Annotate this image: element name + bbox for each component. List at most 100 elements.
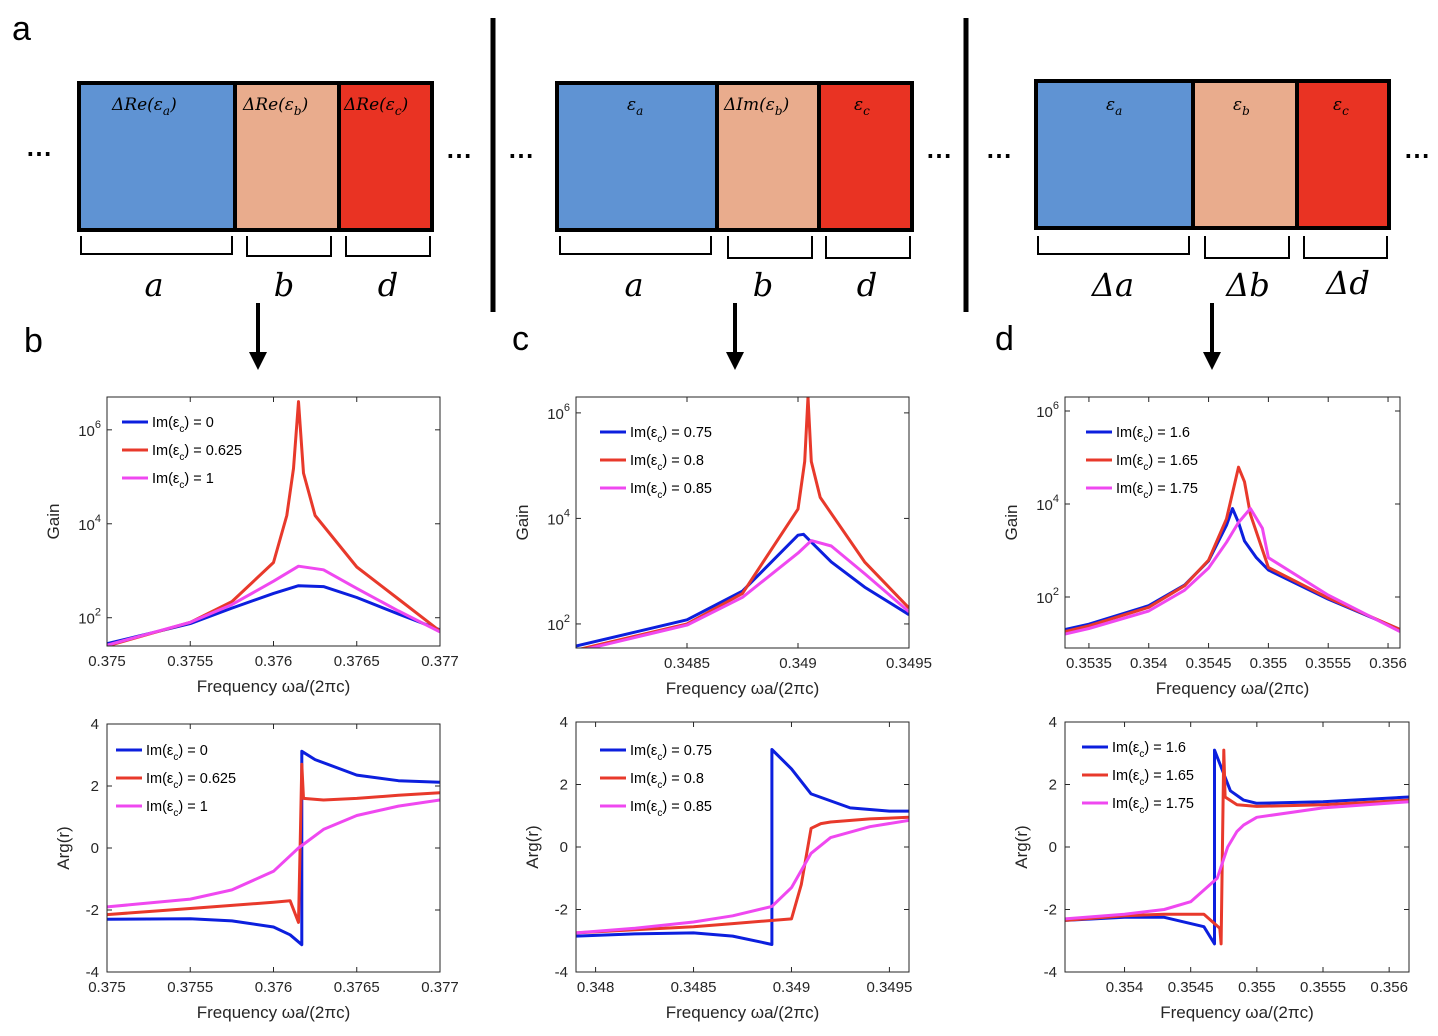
y-tick-label: 4 [91, 716, 99, 733]
legend-entry: Im(εc) = 1.75 [1112, 796, 1194, 816]
y-tick-label: -2 [1044, 902, 1057, 919]
dimension-a: a [624, 266, 643, 304]
x-tick-label: 0.348 [577, 979, 615, 996]
series-group [107, 749, 440, 947]
schematic-1: ΔRe(εa) ΔRe(εb) ΔRe(εc) a b d [77, 81, 434, 370]
dimension-delta-b: Δb [1224, 266, 1270, 304]
x-tick-label: 0.3495 [886, 655, 932, 672]
y-tick-label: 104 [78, 513, 101, 534]
y-tick-label: 104 [1036, 493, 1059, 514]
dimension-d: d [857, 266, 877, 304]
charts-layer: 0.375 0.3755 0.376 0.3765 0.377 102 104 106 Freq… [44, 396, 1410, 1022]
chart-c-arg: 0.348 0.3485 0.349 0.3495 -4 -2 0 2 4 Frequency ω… [523, 714, 912, 1022]
x-tick-label: 0.3545 [1186, 655, 1232, 672]
series-line-blue [107, 584, 440, 646]
block-b-label: ΔRe(εb) [242, 95, 308, 118]
legend-entry: Im(εc) = 0.85 [630, 799, 712, 819]
block-b-label: ΔIm(εb) [723, 95, 789, 118]
series-line-magenta [576, 818, 909, 935]
block-c-label: ΔRe(εc) [343, 95, 408, 118]
panel-label-c: c [512, 320, 529, 358]
dimension-brackets [80, 236, 431, 257]
series-line-red [107, 400, 440, 646]
y-tick-label: 4 [1049, 714, 1057, 731]
series-group [576, 748, 909, 946]
legend: Im(εc) = 1.6 Im(εc) = 1.65 Im(εc) = 1.75 [1078, 733, 1194, 816]
y-tick-label: 2 [91, 778, 99, 795]
x-tick-label: 0.3485 [664, 655, 710, 672]
y-tick-label: 102 [547, 613, 570, 634]
x-tick-label: 0.354 [1106, 979, 1144, 996]
y-tick-label: 106 [547, 402, 570, 423]
y-tick-label: -4 [1044, 964, 1057, 981]
y-tick-label: 102 [1036, 586, 1059, 607]
legend: Im(εc) = 0.75 Im(εc) = 0.8 Im(εc) = 0.85 [596, 418, 716, 501]
chart-b-arg: 0.375 0.3755 0.376 0.3765 0.377 -4 -2 0 2 4 Freque… [54, 716, 459, 1022]
x-axis-label: Frequency ωa/(2πc) [197, 1003, 351, 1022]
chart-d-gain: 0.3535 0.354 0.3545 0.355 0.3555 0.356 102 104 1… [1002, 396, 1407, 698]
x-tick-label: 0.3755 [167, 979, 213, 996]
x-tick-label: 0.349 [779, 655, 817, 672]
y-axis-label: Gain [44, 504, 63, 540]
y-axis-label: Arg(r) [523, 825, 542, 868]
y-tick-label: 102 [78, 607, 101, 628]
x-tick-label: 0.349 [773, 979, 811, 996]
legend: Im(εc) = 0.75 Im(εc) = 0.8 Im(εc) = 0.85 [596, 736, 716, 819]
x-axis-label: Frequency ωa/(2πc) [1156, 679, 1310, 698]
legend-entry: Im(εc) = 0.85 [630, 481, 712, 501]
y-tick-label: 0 [91, 840, 99, 857]
y-axis-label: Gain [513, 505, 532, 541]
x-tick-label: 0.3555 [1300, 979, 1346, 996]
series-line-magenta [107, 564, 440, 646]
dimension-d: d [378, 266, 398, 304]
x-tick-label: 0.3765 [334, 653, 380, 670]
dimension-brackets [1037, 236, 1388, 259]
y-tick-label: -2 [86, 902, 99, 919]
legend-entry: Im(εc) = 0 [146, 743, 208, 763]
layer-block-a [1034, 79, 1195, 230]
x-axis-label: Frequency ωa/(2πc) [666, 679, 820, 698]
axes-frame [106, 723, 441, 973]
series-line-red [1065, 748, 1409, 946]
arrow-head-3 [1203, 352, 1221, 370]
ellipsis-right-2: ⋯ [926, 140, 952, 170]
ellipsis-left-2: ⋯ [508, 140, 534, 170]
layer-block-b [1191, 79, 1299, 230]
legend: Im(εc) = 0 Im(εc) = 0.625 Im(εc) = 1 [118, 408, 242, 491]
block-a-label: εa [1106, 95, 1122, 118]
y-tick-label: 106 [1036, 400, 1059, 421]
series-line-magenta [1065, 800, 1409, 921]
x-tick-label: 0.377 [421, 653, 459, 670]
legend-entry: Im(εc) = 1.65 [1116, 453, 1198, 473]
y-axis-label: Arg(r) [54, 826, 73, 869]
x-tick-label: 0.355 [1250, 655, 1288, 672]
series-group [1065, 465, 1400, 636]
x-tick-label: 0.3535 [1066, 655, 1112, 672]
layer-block-c [1295, 79, 1391, 230]
dimension-b: b [274, 266, 294, 304]
x-tick-label: 0.3765 [334, 979, 380, 996]
y-tick-label: -4 [555, 964, 568, 981]
x-tick-label: 0.355 [1238, 979, 1276, 996]
block-c-label: εc [854, 95, 870, 118]
x-axis-label: Frequency ωa/(2πc) [1160, 1003, 1314, 1022]
legend-entry: Im(εc) = 1.6 [1112, 740, 1186, 760]
y-tick-label: 0 [560, 839, 568, 856]
ellipsis-left-1: ⋯ [26, 138, 52, 168]
ellipsis-right-3: ⋯ [1404, 140, 1430, 170]
series-group [576, 397, 909, 648]
legend-entry: Im(εc) = 1 [152, 471, 214, 491]
series-line-magenta [584, 539, 909, 648]
series-line-blue [576, 748, 909, 946]
axes-frame [575, 396, 910, 649]
series-group [107, 400, 440, 646]
y-tick-label: -2 [555, 902, 568, 919]
y-tick-label: 0 [1049, 839, 1057, 856]
x-tick-label: 0.3495 [866, 979, 912, 996]
series-line-magenta [107, 798, 440, 909]
series-line-red [1065, 465, 1400, 634]
chart-b-gain: 0.375 0.3755 0.376 0.3765 0.377 102 104 106 Freq… [44, 396, 459, 696]
dimension-b: b [753, 266, 773, 304]
legend-entry: Im(εc) = 0.625 [152, 443, 242, 463]
series-group [1065, 748, 1409, 946]
